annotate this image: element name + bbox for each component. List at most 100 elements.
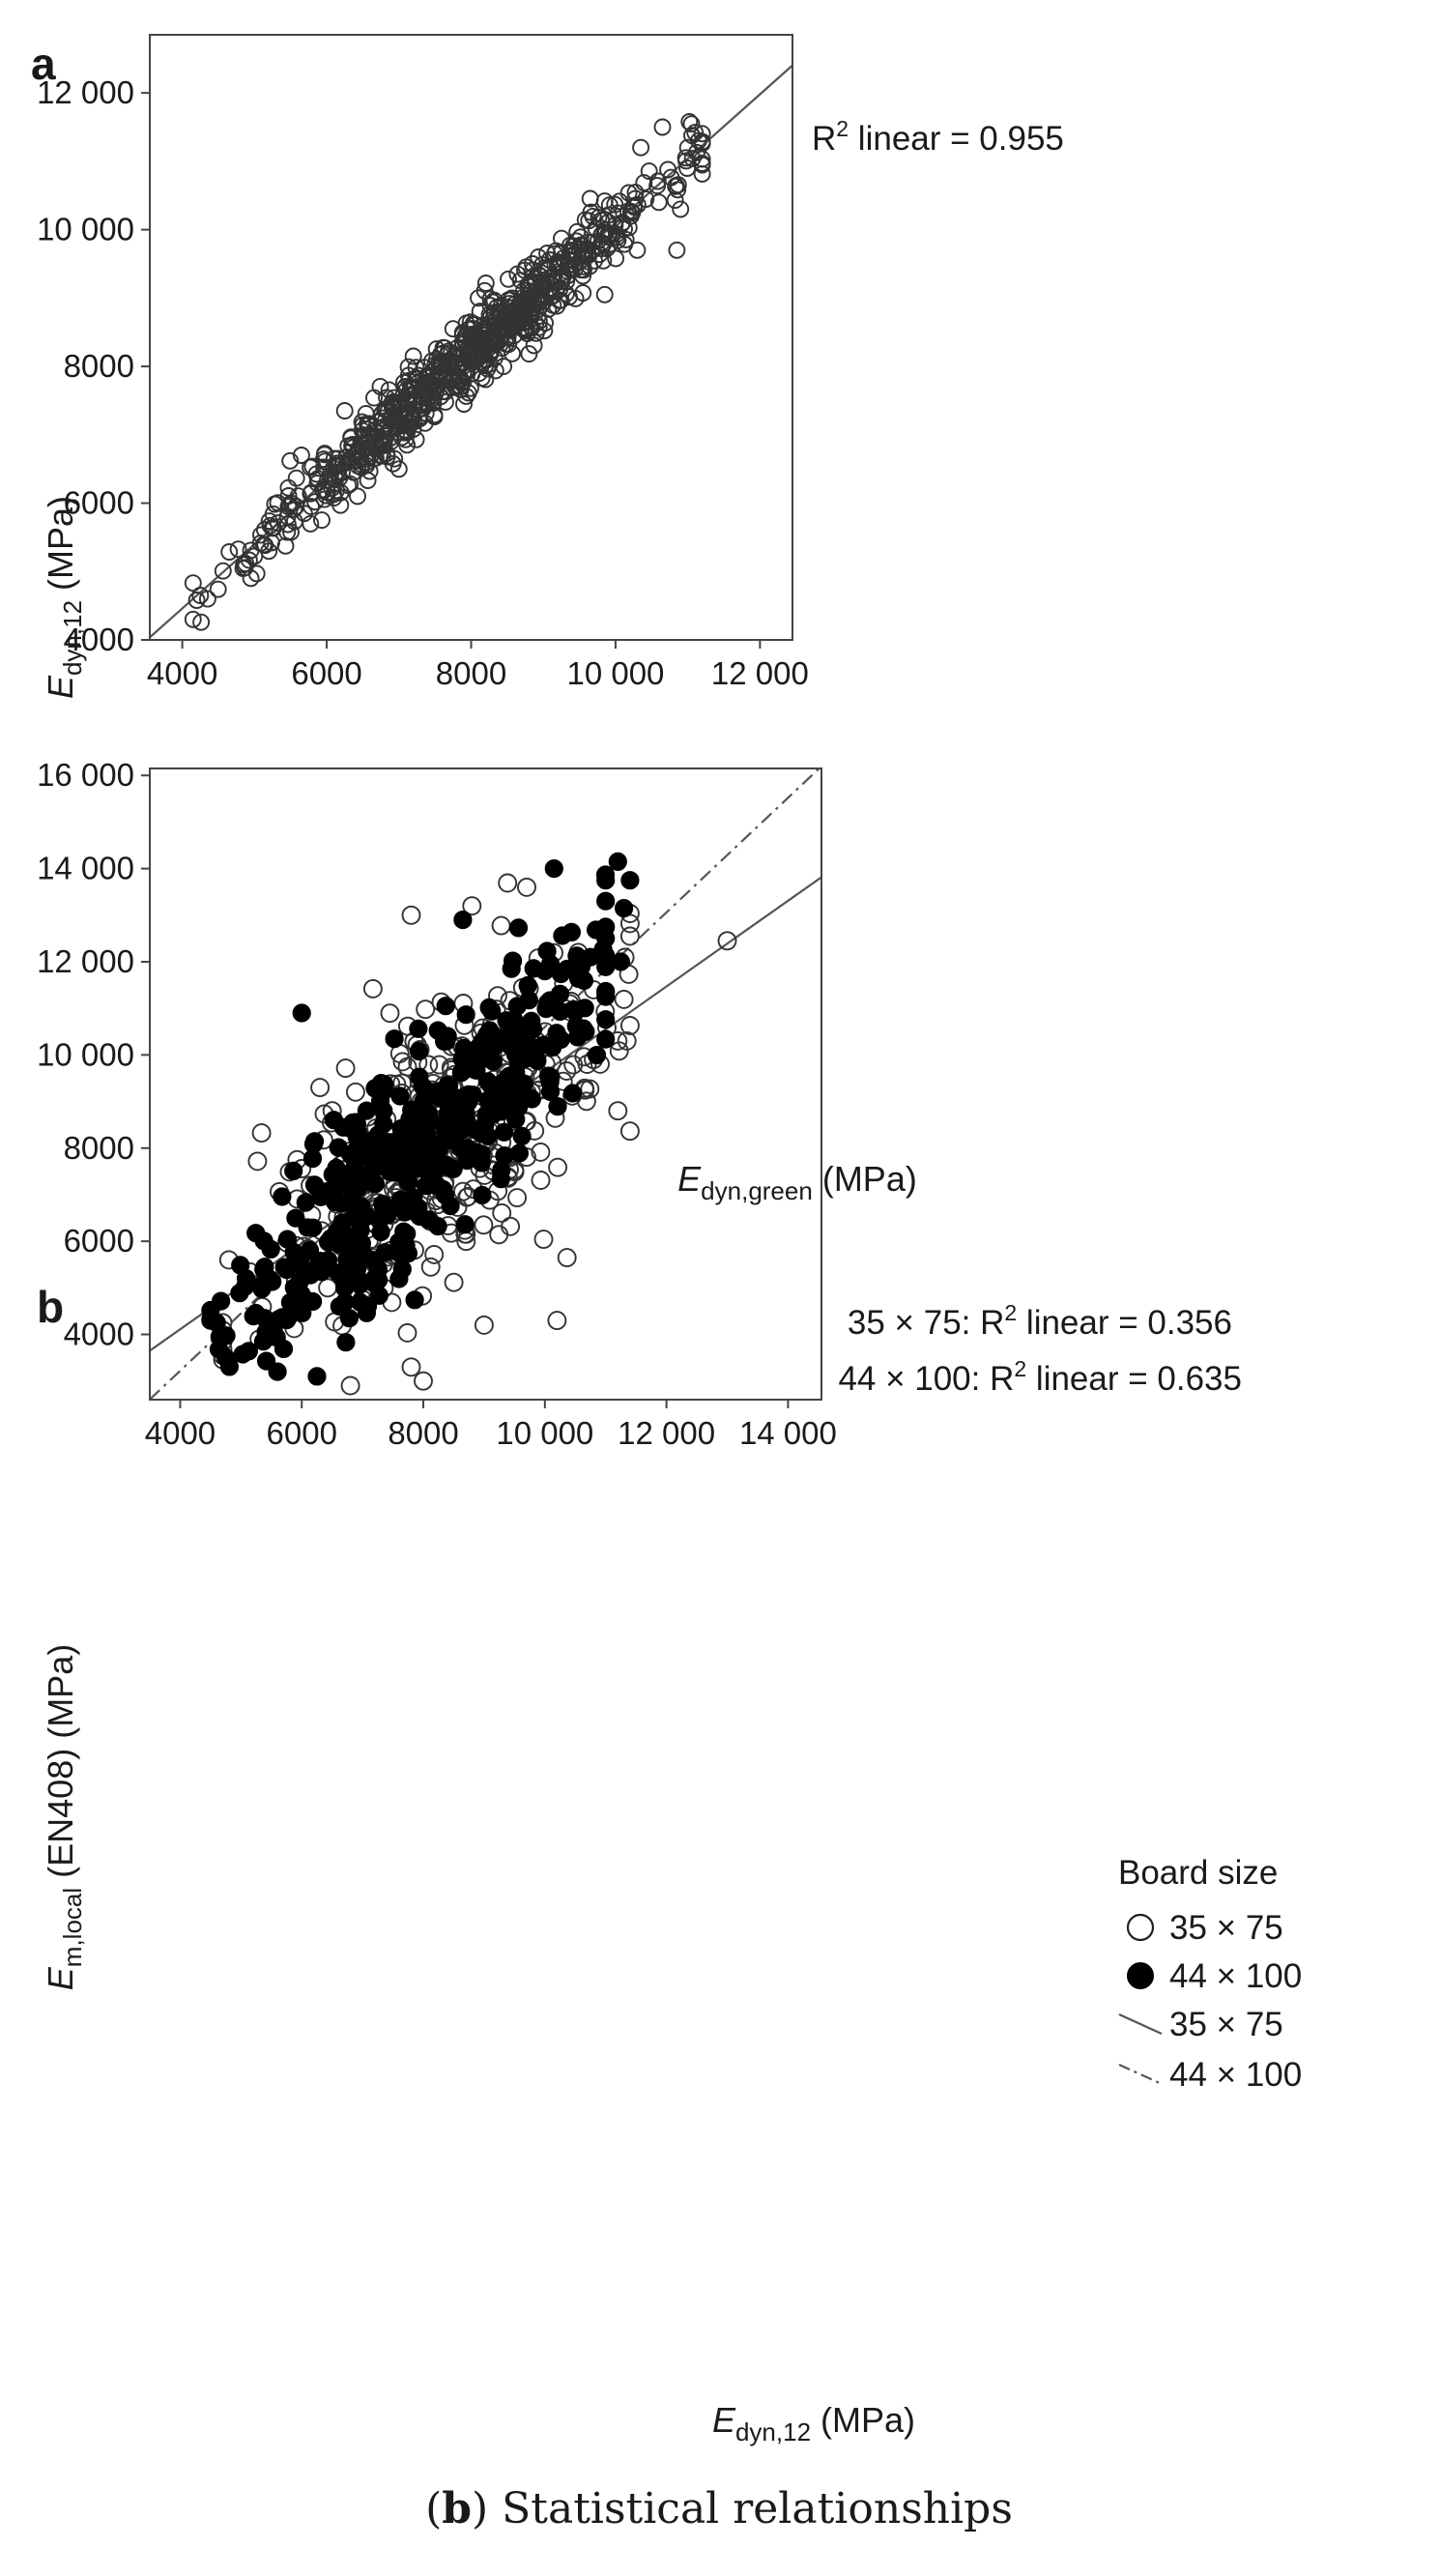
point-44x100 — [246, 1303, 266, 1323]
point — [292, 447, 310, 464]
point — [279, 478, 298, 497]
point-44x100 — [344, 1207, 363, 1227]
y-tick-label: 4000 — [64, 622, 134, 657]
point-44x100 — [284, 1278, 303, 1297]
point-44x100 — [310, 1251, 330, 1271]
panel-a-y-unit: (MPa) — [41, 496, 80, 600]
point — [552, 253, 570, 272]
point — [653, 118, 672, 136]
point — [437, 392, 454, 411]
point-44x100 — [428, 1021, 447, 1040]
point — [187, 592, 206, 609]
point — [574, 267, 592, 285]
point-44x100 — [321, 1229, 340, 1249]
panel-a-r2-pre: R — [812, 120, 836, 158]
point — [192, 613, 211, 631]
point — [242, 569, 260, 588]
point — [281, 451, 300, 470]
point — [524, 255, 541, 273]
point — [326, 467, 344, 485]
point — [282, 523, 300, 541]
point — [285, 512, 303, 531]
point-44x100 — [350, 1275, 369, 1294]
panel-a-y-sub: dyn,12 — [58, 600, 87, 676]
point-44x100 — [456, 1005, 475, 1025]
point-44x100 — [413, 1077, 433, 1096]
point-35x75 — [517, 877, 536, 897]
point — [599, 213, 618, 231]
point-44x100 — [596, 871, 616, 890]
point — [235, 556, 253, 574]
point — [367, 423, 386, 442]
x-tick-label: 4000 — [147, 655, 217, 691]
point — [455, 395, 473, 413]
point-35x75 — [617, 1030, 637, 1051]
point — [672, 200, 690, 218]
point-44x100 — [210, 1327, 229, 1346]
point — [594, 251, 613, 270]
legend-dashdot-line-sample — [1118, 2063, 1163, 2086]
series-open-0 — [184, 113, 711, 631]
point — [386, 449, 404, 468]
y-tick-label: 6000 — [64, 1223, 134, 1259]
x-tick-label: 14 000 — [739, 1415, 837, 1451]
panel-b-r2-35x75-post: linear = 0.356 — [1017, 1304, 1232, 1342]
point-35x75 — [429, 1055, 449, 1075]
point-44x100 — [550, 984, 570, 1003]
point-44x100 — [522, 1089, 542, 1109]
legend-title: Board size — [1118, 1854, 1278, 1892]
panel-b-x-main: E — [712, 2400, 736, 2440]
point-44x100 — [398, 1172, 418, 1192]
x-tick-label: 8000 — [388, 1415, 458, 1451]
point — [693, 164, 711, 183]
point-44x100 — [324, 1111, 343, 1130]
point-44x100 — [566, 1016, 586, 1036]
point — [229, 540, 247, 559]
panel-a-r2-annotation: R2 linear = 0.955 — [812, 116, 1064, 158]
point-44x100 — [423, 1173, 443, 1194]
panel-b-r2-44x100-sup: 2 — [1014, 1356, 1026, 1381]
point — [549, 255, 567, 274]
point-44x100 — [608, 852, 627, 872]
point-44x100 — [409, 1041, 429, 1061]
point-35x75 — [608, 1101, 628, 1121]
point — [504, 327, 523, 345]
point-44x100 — [519, 991, 539, 1010]
point-44x100 — [303, 1218, 323, 1237]
point — [302, 498, 320, 516]
point-35x75 — [392, 1052, 413, 1072]
point — [486, 362, 504, 380]
point-44x100 — [508, 918, 529, 938]
point-35x75 — [619, 1016, 640, 1035]
point — [678, 138, 697, 157]
point-35x75 — [414, 1371, 433, 1391]
point-35x75 — [474, 1315, 494, 1335]
point-35x75 — [548, 1157, 568, 1177]
point-35x75 — [489, 1225, 509, 1245]
panel-a-y-main: E — [41, 675, 80, 699]
point-35x75 — [345, 1082, 365, 1102]
panel-b-y-axis-label: Em,local (EN408) (MPa) — [41, 1644, 87, 1990]
point — [582, 241, 600, 259]
point-44x100 — [535, 961, 555, 981]
point — [498, 329, 516, 347]
x-tick-label: 10 000 — [566, 655, 664, 691]
point-44x100 — [452, 1049, 472, 1069]
point-35x75 — [533, 1230, 554, 1250]
point-44x100 — [472, 1144, 491, 1164]
point — [508, 265, 527, 283]
point — [209, 580, 227, 598]
point — [269, 494, 287, 512]
point-44x100 — [441, 1196, 460, 1216]
point-35x75 — [362, 978, 383, 999]
panel-b-r2-44x100-post: linear = 0.635 — [1026, 1360, 1242, 1398]
point-35x75 — [335, 1058, 356, 1079]
point-44x100 — [337, 1227, 357, 1247]
point-44x100 — [473, 1185, 492, 1205]
point-35x75 — [619, 926, 640, 946]
point-44x100 — [436, 997, 455, 1016]
point — [389, 460, 408, 478]
point — [398, 436, 417, 454]
point-44x100 — [230, 1284, 249, 1303]
